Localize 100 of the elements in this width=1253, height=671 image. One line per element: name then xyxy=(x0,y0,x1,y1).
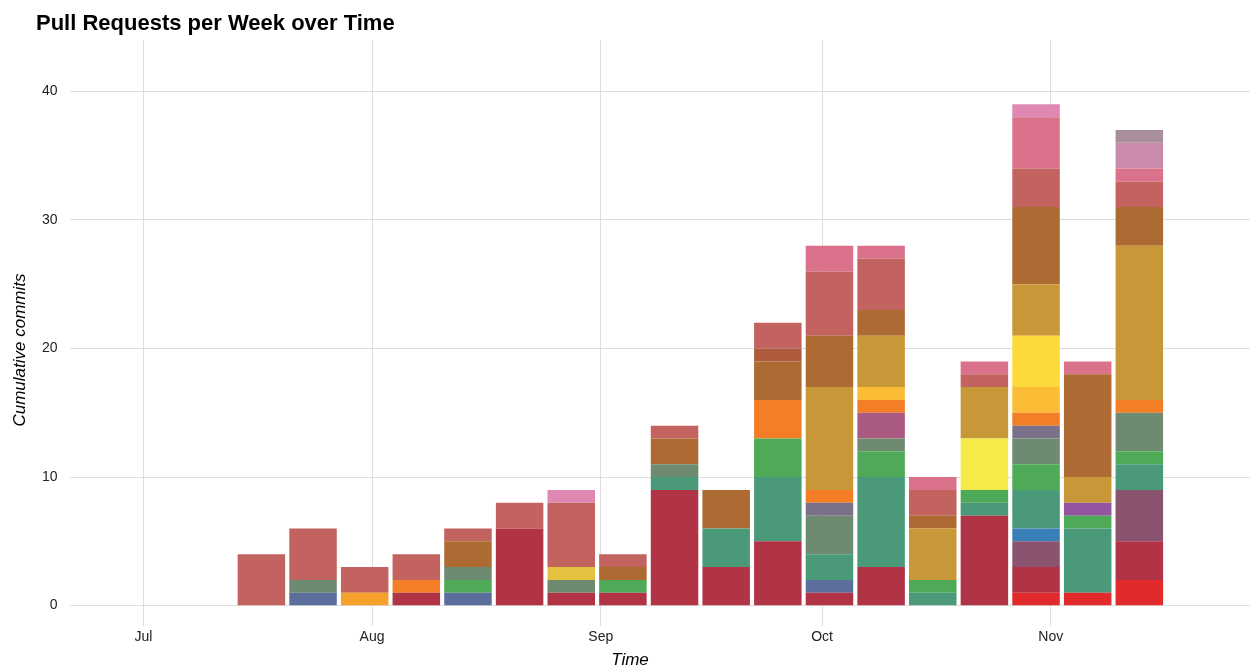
bar xyxy=(754,348,802,362)
bar xyxy=(857,451,905,478)
x-tick-label: Aug xyxy=(359,628,385,645)
bar xyxy=(1012,284,1060,336)
bar xyxy=(495,502,544,529)
bar xyxy=(444,579,492,593)
bar xyxy=(960,438,1009,490)
bar xyxy=(754,477,802,542)
bar xyxy=(960,502,1009,516)
y-tick-label: 10 xyxy=(41,467,58,484)
bar xyxy=(857,477,905,568)
bar xyxy=(1115,245,1164,400)
bar xyxy=(909,579,957,593)
bar xyxy=(444,592,492,606)
bar xyxy=(960,387,1009,439)
bar xyxy=(547,567,596,580)
bar xyxy=(960,374,1009,388)
bar xyxy=(857,567,905,606)
bar xyxy=(1063,515,1112,529)
bar xyxy=(1012,425,1060,439)
bar xyxy=(1012,464,1060,490)
bar xyxy=(547,592,596,606)
bar xyxy=(857,258,905,310)
y-tick-label: 20 xyxy=(41,339,58,356)
bar xyxy=(909,515,957,529)
bar xyxy=(960,361,1009,375)
bar xyxy=(702,567,750,606)
bar xyxy=(1063,374,1112,478)
bar xyxy=(650,438,699,465)
bar xyxy=(1012,528,1060,542)
bar xyxy=(444,567,492,580)
y-tick-label: 40 xyxy=(41,82,58,99)
bar xyxy=(1115,181,1164,208)
bar xyxy=(289,528,337,580)
bar xyxy=(1115,489,1164,542)
bar xyxy=(909,477,957,490)
bar xyxy=(1063,528,1112,593)
bar xyxy=(547,502,596,568)
bar xyxy=(909,592,957,606)
y-tick-label: 0 xyxy=(49,596,58,613)
bar xyxy=(909,489,957,516)
bar xyxy=(702,528,750,568)
bar xyxy=(857,245,905,259)
bar xyxy=(1115,399,1164,413)
bar xyxy=(1115,579,1164,606)
bar xyxy=(1063,502,1112,516)
bar xyxy=(650,489,699,606)
chart-title: Pull Requests per Week over Time xyxy=(36,10,395,36)
bar xyxy=(857,438,905,452)
bar xyxy=(547,489,596,503)
bar xyxy=(805,387,854,490)
bar xyxy=(599,554,647,568)
bar xyxy=(702,489,750,529)
bar xyxy=(857,412,905,439)
bar xyxy=(1063,361,1112,375)
bar xyxy=(909,528,957,580)
y-tick-label: 30 xyxy=(41,210,58,227)
x-axis-title: Time xyxy=(610,650,650,670)
bar xyxy=(1012,117,1060,169)
bar xyxy=(754,322,802,349)
bar xyxy=(1115,168,1164,182)
x-tick-label: Oct xyxy=(811,628,834,645)
bar xyxy=(599,567,647,580)
bar xyxy=(960,489,1009,503)
bar xyxy=(392,579,441,593)
bar xyxy=(857,309,905,336)
bar xyxy=(1012,387,1060,413)
bar xyxy=(1012,104,1060,118)
bar xyxy=(650,464,699,478)
bar xyxy=(857,335,905,388)
bar xyxy=(754,541,802,606)
bar xyxy=(1115,451,1164,465)
bar xyxy=(1115,541,1164,580)
bar xyxy=(1012,412,1060,426)
bar xyxy=(1115,207,1164,246)
bar xyxy=(650,425,699,439)
bar xyxy=(754,438,802,478)
bar xyxy=(857,387,905,400)
bar xyxy=(599,592,647,606)
x-tick-label: Jul xyxy=(134,628,153,645)
bar xyxy=(1115,464,1164,490)
bar xyxy=(960,515,1009,606)
bar xyxy=(805,554,854,580)
bar xyxy=(805,245,854,272)
bar xyxy=(444,541,492,568)
bar xyxy=(1012,489,1060,529)
bar xyxy=(754,399,802,439)
x-tick-label: Sep xyxy=(588,628,614,645)
bar xyxy=(1012,592,1060,606)
bar xyxy=(392,554,441,580)
bar xyxy=(289,592,337,606)
bar xyxy=(289,579,337,593)
bar xyxy=(754,361,802,400)
bar xyxy=(237,554,286,606)
y-axis-title: Cumulative commits xyxy=(10,272,30,429)
bar xyxy=(805,579,854,593)
bar xyxy=(857,399,905,413)
bar xyxy=(340,592,389,606)
bar xyxy=(805,271,854,336)
bar xyxy=(1012,567,1060,593)
